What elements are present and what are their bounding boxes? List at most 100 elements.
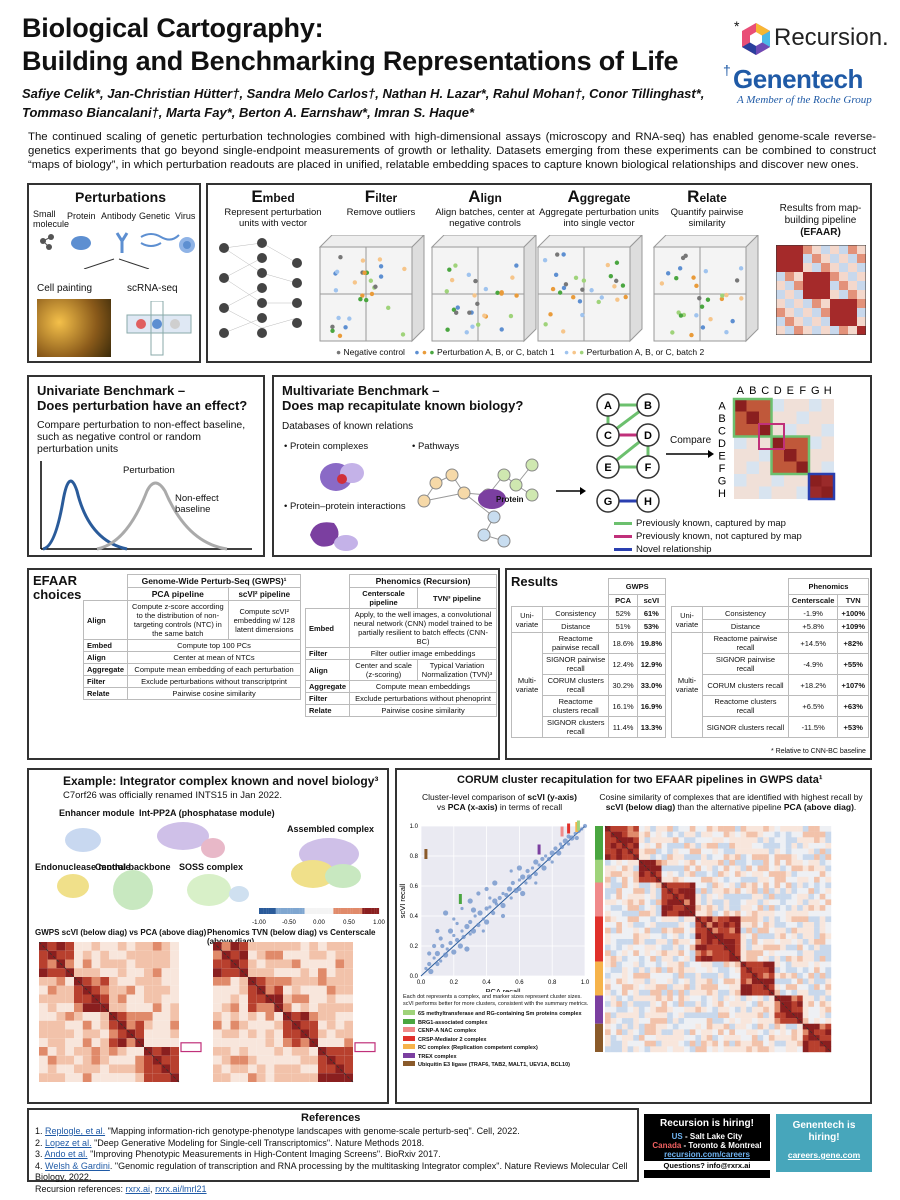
scatter-ytick-1: 0.2 [410,944,419,950]
rec-ref-label: Recursion references: [35,1183,126,1194]
rec-ref-link-1[interactable]: rxrx.ai [125,1183,151,1194]
multivariate-panel: Multivariate Benchmark – Does map recapi… [272,375,872,557]
efaar-step-head-1: Filter [326,187,436,207]
complex-legend-item-2: CENP-A NAC complex [403,1027,593,1036]
complex-legend-swatch-6 [403,1061,415,1066]
scatter-ytick-0: 0.0 [410,974,419,980]
gwps-header: Genome-Wide Perturb-Seq (GWPS)¹ [127,574,301,588]
colorbar-tick-2: 0.00 [313,920,325,926]
efaar-step-rest-4: elate [699,191,727,205]
complex-legend-item-1: BRG1-associated complex [403,1018,593,1028]
module-enhancer: Enhancer module [59,808,135,818]
efaar-step-desc-4: Quantify pairwise similarity [670,207,744,229]
res-gwps-scvi-0: 61% [636,606,667,620]
res-ph-cs-0: -1.9% [787,606,839,620]
compare-arrow [666,450,714,458]
legend-batch-1: Perturbation A, B, or C, batch 1 [436,347,555,357]
scatter-point-29 [492,898,498,904]
scatter-point-33 [501,891,505,896]
scatter-point-10 [448,940,453,946]
heatmap-phenomics [213,942,376,1083]
complex-legend-swatch-4 [403,1044,415,1049]
res-gwps-metric-6: SIGNOR clusters recall [541,716,610,738]
multivariate-title-2: Does map recapitulate known biology? [282,398,524,413]
scatter-point-77 [464,946,470,952]
reference-link-1[interactable]: Lopez et al. [45,1137,92,1148]
efaar-step-head-4: Relate [652,187,762,207]
reference-link-2[interactable]: Ando et al. [44,1149,88,1159]
efaar-step-desc-3: Aggregate perturbation units into single… [539,207,659,229]
baseline-curve [96,481,228,551]
scatter-point-73 [476,891,481,896]
reference-link-3[interactable]: Welsh & Gardini [45,1160,110,1171]
res-gwps-metric-2: Reactome pairwise recall [541,632,610,654]
heat-col-3: D [774,385,782,397]
reference-num-0: 1. [35,1126,43,1136]
gwps-step-0: Align [82,600,129,640]
res-gwps-scvi-3: 12.9% [636,653,667,675]
logo2-name: Genentech [733,64,863,94]
res-ph-cs-4: +18.2% [787,674,839,696]
pathway-graph [417,458,539,548]
res-scvi-header: scVI [636,594,667,607]
scatter-point-2 [428,968,434,975]
scatter-point-15 [460,929,464,933]
efaar-result-label: Results from map-building pipeline (EFAAR… [773,203,868,239]
scatter-xtick-0: 0.0 [417,980,426,986]
results-panel: Results GWPS PCA scVI Uni-variate Consistenc… [505,568,872,760]
heat2-title: Phenomics TVN (below diag) vs Centerscal… [207,928,376,946]
genentech-hiring: Genentech is hiring! careers.gene.com [776,1114,872,1172]
gwps-step-1: Embed [82,639,129,652]
scatter-point-47 [533,859,539,865]
heat1-title: GWPS scVI (below diag) vs PCA (above dia… [35,928,207,937]
scatter-point-64 [574,835,579,841]
efaar-step-head-2: Align [430,187,540,207]
recursion-hiring: Recursion is hiring! US - Salt Lake City… [644,1114,770,1178]
scatter-point-11 [451,949,457,955]
scatter-desc-b2: PCA (x-axis) [447,802,498,812]
arrow-left [83,258,115,269]
heat-row-0: A [718,401,726,413]
reference-1: 2. Lopez et al. "Deep Generative Modelin… [35,1138,635,1150]
scatter-desc-pre: Cluster-level comparison of [422,792,528,802]
arrow-icon [556,487,586,495]
gwps-step-4: Filter [82,675,129,688]
r-careers-link[interactable]: recursion.com/careers [664,1150,750,1159]
efaar-step-3: Aggregate Aggregate perturbation units in… [536,187,662,229]
db-label: Databases of known relations [282,421,414,432]
legend-text-0: Previously known, captured by map [636,518,786,529]
readout-scrna: scRNA-seq [127,283,178,294]
title-line-2: Building and Benchmarking Representation… [22,46,679,76]
scatter-point-28 [491,910,496,916]
scatter-point-54 [550,860,554,864]
scatter-point-55 [553,846,558,851]
complex-legend-label-3: CRSP-Mediator 2 complex [418,1036,487,1043]
logo1-mark: * [734,18,740,34]
scatter-point-7 [440,943,445,949]
ph-cs-2: Center and scale (z-scoring) [349,659,419,681]
res-multi-label: Multi-variate [511,632,543,738]
rec-ref-link-2[interactable]: rxrx.ai/lmrl21 [155,1183,207,1194]
db-protein-complexes: • Protein complexes [284,441,369,452]
reference-link-0[interactable]: Replogle, et al. [45,1126,106,1136]
efaar-step-rest-3: ggregate [579,191,631,205]
scatter-point-22 [476,922,481,928]
node-2: C [604,430,612,442]
scatter-xtick-5: 1.0 [581,980,590,986]
references-panel: References 1. Replogle, et al. "Mapping … [27,1108,639,1194]
scatter-highlight-5 [575,822,579,832]
corum-scatter: 0.0 0.2 0.4 0.6 0.8 1.0 0.0 0.2 0.4 0.6 0.8 1.0 PCA … [399,820,590,992]
scatter-point-79 [500,913,506,919]
efaar-step-desc-0: Represent perturbation units with vector [224,207,322,229]
res-ph-tvn-0: +100% [837,606,869,620]
g-careers-link[interactable]: careers.gene.com [787,1150,861,1160]
abstract: The continued scaling of genetic perturb… [28,131,876,171]
corum-panel: CORUM cluster recapitulation for two EFA… [395,768,872,1104]
authors-line-2: Tommaso Biancalani†, Marta Fay*, Berton … [22,105,475,120]
complex-legend-item-6: Ubiquitin E3 ligase (TRAF6, TAB2, MALT1,… [403,1061,593,1070]
heat-col-4: E [787,385,794,397]
scatter-point-14 [457,943,463,949]
efaar-step-rest-2: lign [480,191,502,205]
scatter-point-75 [509,869,513,873]
complex-legend-swatch-1 [403,1018,415,1024]
